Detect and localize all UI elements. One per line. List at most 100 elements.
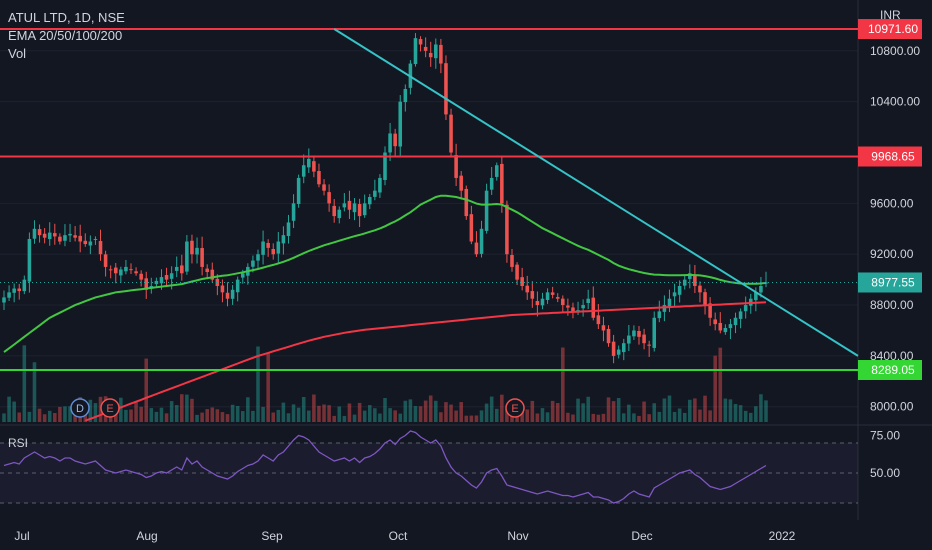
volume-bar: [337, 406, 342, 422]
volume-bar: [53, 413, 57, 422]
candle-body: [169, 273, 174, 279]
last-price-tag: [858, 272, 922, 293]
level-price-tag: [858, 146, 922, 167]
volume-bar: [525, 409, 530, 422]
candle-body: [73, 235, 77, 238]
volume-bar: [540, 408, 545, 422]
candle-body: [550, 292, 555, 295]
volume-bar: [383, 398, 387, 422]
candle-body: [337, 209, 342, 219]
candle-body: [616, 349, 621, 355]
volume-bar: [703, 395, 707, 422]
volume-bar: [398, 413, 403, 422]
volume-bar: [581, 403, 585, 422]
volume-bar: [205, 409, 209, 422]
volume-bar: [713, 355, 717, 422]
horizontal-levels[interactable]: 10971.60 9968.65 8289.05 8977.55: [0, 19, 922, 381]
candle-body: [63, 235, 67, 241]
volume-bar: [276, 409, 281, 422]
candle-body: [47, 232, 52, 240]
currency-label[interactable]: INR: [880, 8, 901, 22]
volume-bar: [439, 412, 443, 422]
volume-bar: [642, 401, 646, 422]
volume-bar: [494, 408, 499, 422]
candle-body: [474, 242, 479, 255]
candle-body: [428, 52, 433, 58]
candle-body: [500, 163, 504, 204]
volume-bar: [591, 413, 596, 422]
candle-body: [78, 235, 82, 242]
volume-bar: [616, 398, 621, 422]
volume-legend[interactable]: Vol: [8, 46, 27, 61]
candle-body: [42, 233, 47, 238]
rsi-legend[interactable]: RSI: [8, 436, 29, 450]
candle-body: [520, 277, 524, 286]
volume-bar: [550, 400, 555, 422]
time-tick-label: Nov: [507, 529, 528, 543]
candle-body: [22, 279, 27, 292]
level-price-tag: [858, 360, 922, 381]
candle-body: [373, 190, 377, 197]
event-marker-label: D: [76, 403, 84, 415]
candle-body: [464, 188, 469, 217]
ema-legend[interactable]: EMA 20/50/100/200: [8, 28, 123, 43]
candle-body: [210, 269, 215, 280]
trendline-line: [333, 28, 859, 357]
volume-bar: [647, 414, 651, 422]
volume-bar: [718, 347, 723, 422]
event-marker-circle: [505, 398, 525, 418]
volume-bar: [139, 406, 143, 422]
volume-bar: [606, 397, 611, 422]
candle-body: [200, 248, 204, 267]
candle-body: [291, 203, 296, 221]
volume-bar: [37, 408, 42, 422]
volume-bar: [113, 412, 118, 422]
volume-bar: [672, 411, 677, 422]
volume-bar: [261, 406, 265, 422]
volume-bar: [159, 407, 164, 422]
volume-bar: [373, 408, 377, 422]
candle-body: [144, 278, 149, 290]
candle-body: [2, 297, 6, 303]
volume-bar: [93, 403, 98, 422]
symbol-title[interactable]: ATUL LTD, 1D, NSE: [8, 10, 125, 25]
price-tick-label: 9200.00: [870, 247, 914, 261]
volume-bar: [47, 410, 52, 422]
volume-bar: [688, 399, 692, 422]
volume-bar: [7, 396, 11, 422]
candle-body: [134, 271, 138, 274]
event-marker-circle: [70, 398, 90, 418]
volume-bar: [271, 412, 276, 422]
candle-body: [418, 39, 423, 45]
candle-body: [347, 200, 352, 210]
event-marker-label: E: [106, 403, 113, 415]
volume-bar: [469, 415, 474, 422]
candle-body: [647, 344, 651, 346]
last-price-label: 8977.55: [871, 275, 915, 289]
candle-body: [367, 197, 372, 205]
volume-bar: [464, 415, 469, 422]
volume-bar: [332, 415, 336, 422]
volume-bar: [63, 406, 67, 422]
volume-bar: [520, 408, 524, 422]
volume-bar: [266, 353, 270, 422]
rsi-tick-label: 50.00: [870, 466, 900, 480]
candle-body: [713, 319, 717, 325]
trendline[interactable]: [333, 28, 859, 357]
volume-bar: [738, 405, 743, 422]
volume-bar: [12, 401, 16, 422]
axes: 8000.00 8400.00 8800.00 9200.00 9600.00 10400…: [14, 44, 920, 543]
candle-body: [581, 305, 585, 309]
volume-bar: [174, 405, 179, 422]
candle-body: [124, 266, 128, 272]
volume-bar: [58, 406, 62, 422]
candle-body: [378, 177, 382, 193]
volume-bar: [733, 404, 738, 422]
volume-bar: [764, 400, 768, 422]
candle-body: [571, 307, 575, 312]
candle-body: [662, 305, 667, 312]
volume-bar: [134, 402, 138, 422]
volume-bar: [215, 409, 220, 422]
